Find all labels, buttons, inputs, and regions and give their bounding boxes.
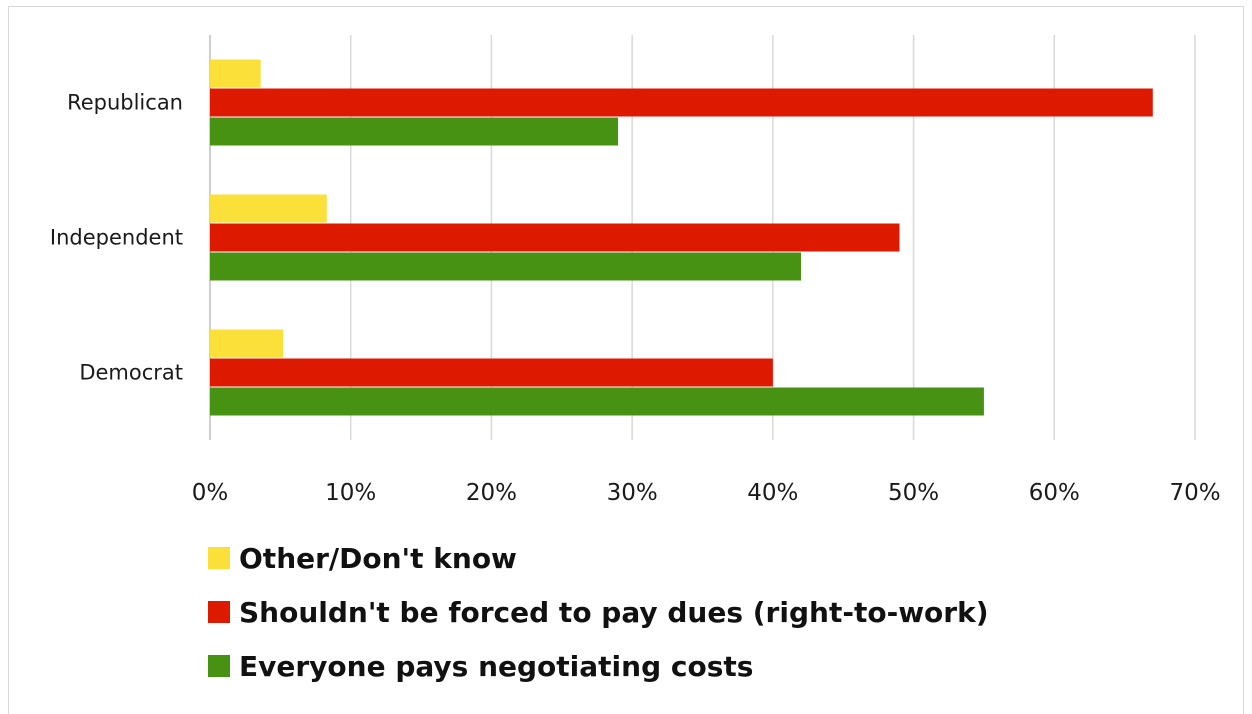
bar — [210, 117, 619, 146]
legend-label: Other/Don't know — [239, 541, 517, 575]
x-tick-label: 20% — [466, 480, 517, 506]
x-tick-label: 0% — [192, 480, 229, 506]
bar — [210, 223, 900, 252]
bar — [210, 88, 1153, 117]
x-tick-label: 70% — [1169, 480, 1220, 506]
legend-item: Shouldn't be forced to pay dues (right-t… — [208, 585, 989, 639]
axis-labels: 0% 10% 20% 30% 40% 50% 60% 70% Republican Indepen… — [50, 91, 1221, 507]
bar — [210, 252, 801, 281]
category-label: Republican — [67, 91, 183, 115]
x-tick-label: 40% — [747, 480, 798, 506]
bar — [210, 59, 261, 88]
x-tick-label: 10% — [325, 480, 376, 506]
legend-item: Other/Don't know — [208, 531, 989, 585]
bar — [210, 358, 773, 387]
x-tick-label: 30% — [607, 480, 658, 506]
legend-label: Shouldn't be forced to pay dues (right-t… — [239, 595, 989, 629]
legend-swatch — [208, 655, 230, 677]
bar — [210, 329, 284, 358]
legend-label: Everyone pays negotiating costs — [239, 649, 754, 683]
category-label: Democrat — [79, 361, 183, 385]
bar — [210, 387, 984, 416]
bars — [210, 59, 1153, 416]
legend-swatch — [208, 601, 230, 623]
x-tick-label: 50% — [888, 480, 939, 506]
x-tick-label: 60% — [1029, 480, 1080, 506]
bar — [210, 194, 327, 223]
legend: Other/Don't know Shouldn't be forced to p… — [208, 531, 989, 693]
category-label: Independent — [50, 226, 183, 250]
legend-swatch — [208, 547, 230, 569]
legend-item: Everyone pays negotiating costs — [208, 639, 989, 693]
